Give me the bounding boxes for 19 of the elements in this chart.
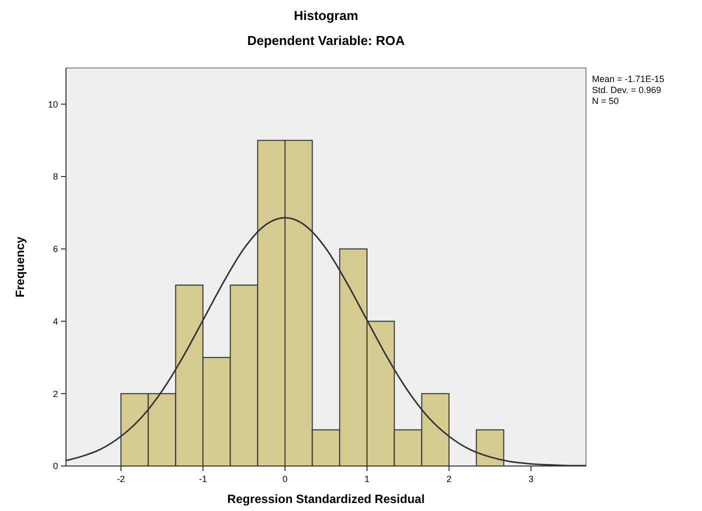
x-axis-title: Regression Standardized Residual	[227, 492, 425, 506]
y-tick-label: 0	[52, 461, 58, 472]
text: Std. Dev. = 0.969	[592, 85, 662, 95]
text: N = 50	[592, 96, 619, 106]
y-tick-label: 8	[52, 172, 58, 182]
y-tick-label: 6	[52, 244, 58, 254]
text: Mean = -1.71E-15	[592, 74, 664, 84]
chart-title: Histogram	[294, 8, 358, 23]
y-tick-label: 2	[52, 388, 58, 399]
x-tick-label: 1	[364, 474, 370, 484]
x-tick-label: 3	[528, 474, 534, 484]
x-tick-label: -1	[198, 474, 207, 484]
x-tick-label: -2	[116, 474, 125, 484]
y-tick-label: 4	[52, 316, 58, 326]
y-axis-title: Frequency	[13, 236, 27, 298]
x-tick-label: 0	[282, 474, 288, 484]
chart-subtitle: Dependent Variable: ROA	[247, 33, 406, 48]
x-tick-label: 2	[446, 474, 452, 484]
y-tick-label: 10	[48, 99, 58, 110]
